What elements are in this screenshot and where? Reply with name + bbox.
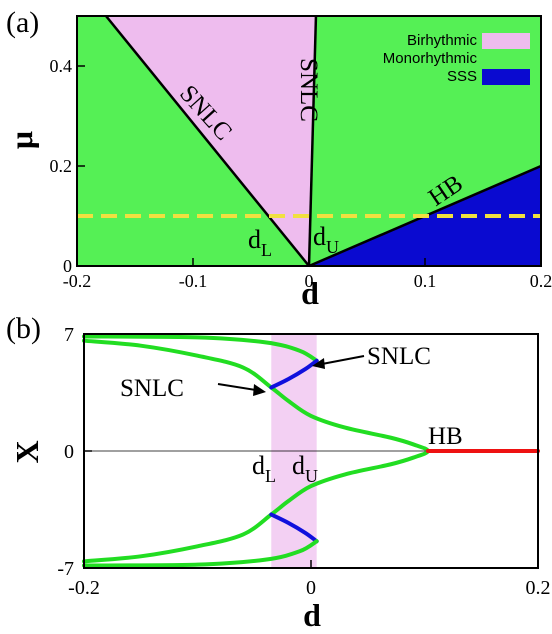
snlc-label-upper: SNLC [367,343,431,370]
panel-a: (a) SNLC SNLC HB dL dU Birhythmic Monorh… [3,6,552,311]
branch-green-4 [82,539,319,568]
dL-label-a: dL [248,225,272,260]
panel-a-xlabel: d [301,275,319,311]
panel-b-ylabel: X [9,440,45,463]
panel-b-ytick-label: 7 [64,324,74,346]
panel-a-ytick-label: 0.4 [50,56,73,76]
dU-label-b: dU [292,451,318,486]
snlc-arrow-lower-head [253,384,266,396]
panel-b-axes: -0.2 0 0.2 -7 0 7 [57,324,550,599]
panel-b-xtick-label: 0 [306,577,316,599]
panel-a-xtick-label: 0.1 [414,271,437,291]
panel-a-ylabel: μ [3,131,39,149]
panel-b-xtick-label: -0.2 [68,577,100,599]
branch-green-1 [82,334,319,363]
panel-a-axes: -0.2 -0.1 0 0.1 0.2 0 0.2 0.4 [50,56,552,291]
panel-b-xtick-label: 0.2 [526,577,551,599]
dL-label-b: dL [252,451,276,486]
snlc-boundary-left [105,15,310,267]
bifurcation-branches [82,334,540,568]
snlc-label-right: SNLC [295,58,322,122]
legend: Birhythmic Monorhythmic SSS [383,32,530,85]
panel-a-ytick-label: 0.2 [50,156,73,176]
snlc-arrow-lower [217,383,257,391]
snlc-arrow-upper-head [312,358,325,369]
panel-a-xtick-label: 0 [305,271,314,291]
panel-a-xtick-label: -0.2 [63,271,92,291]
legend-swatch-sss [482,69,530,85]
panel-a-plot-area [76,15,542,268]
panel-b: (b) SNLC SNLC HB dL dU -0.2 0 0.2 -7 0 7 d X [6,312,551,633]
snlc-arrow-upper [321,355,365,365]
dU-label-a: dU [313,222,339,257]
hb-label-b: HB [428,423,463,450]
panel-a-xtick-label: -0.1 [179,271,208,291]
snlc-label-lower: SNLC [120,375,184,402]
panel-a-xtick-label: 0.2 [530,271,552,291]
panel-b-ytick-label: -7 [57,558,74,580]
snlc-boundary-right [307,15,318,267]
legend-label-sss: SSS [447,68,477,85]
birhythmic-region [106,16,316,266]
panel-a-label: (a) [6,6,39,39]
legend-label-birhythmic: Birhythmic [407,32,478,49]
legend-swatch-birhythmic [482,33,530,49]
panel-b-label: (b) [6,312,41,345]
legend-swatch-monorhythmic [482,51,530,67]
panel-b-ytick-label: 0 [64,441,74,463]
panel-a-ytick-label: 0 [63,256,72,276]
panel-b-xlabel: d [303,597,321,633]
legend-label-monorhythmic: Monorhythmic [383,50,478,67]
branch-blue-3 [269,512,319,544]
branch-blue-2 [269,358,319,390]
